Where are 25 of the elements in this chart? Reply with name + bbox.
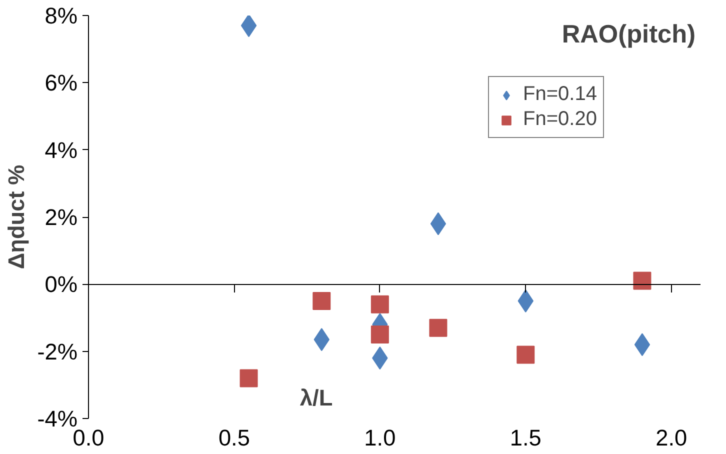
point	[370, 295, 389, 314]
legend-label: Fn=0.20	[523, 108, 597, 131]
point	[430, 212, 446, 236]
point	[634, 333, 650, 356]
x-tick-label: 2.0	[656, 424, 688, 450]
point	[312, 292, 331, 310]
x-axis-title: λ/L	[300, 384, 333, 410]
point	[429, 318, 448, 337]
chart-title: RAO(pitch)	[562, 20, 696, 48]
y-tick-label: 6%	[44, 70, 78, 96]
x-tick-label: 1.5	[510, 424, 542, 450]
point	[370, 326, 389, 344]
point	[516, 346, 535, 364]
point	[240, 16, 257, 38]
point	[633, 272, 652, 290]
y-tick-label: 8%	[44, 2, 78, 28]
point	[240, 369, 258, 388]
x-tick-label: 0.5	[218, 424, 250, 450]
y-tick-label: 0%	[44, 271, 78, 298]
legend-label: Fn=0.14	[523, 83, 597, 106]
y-tick-label: 4%	[44, 136, 78, 163]
y-tick-label: 2%	[44, 204, 78, 230]
y-tick-label: -2%	[37, 338, 78, 364]
x-tick-label: 1.0	[364, 424, 396, 450]
y-axis-title: Δηduct %	[3, 164, 30, 270]
